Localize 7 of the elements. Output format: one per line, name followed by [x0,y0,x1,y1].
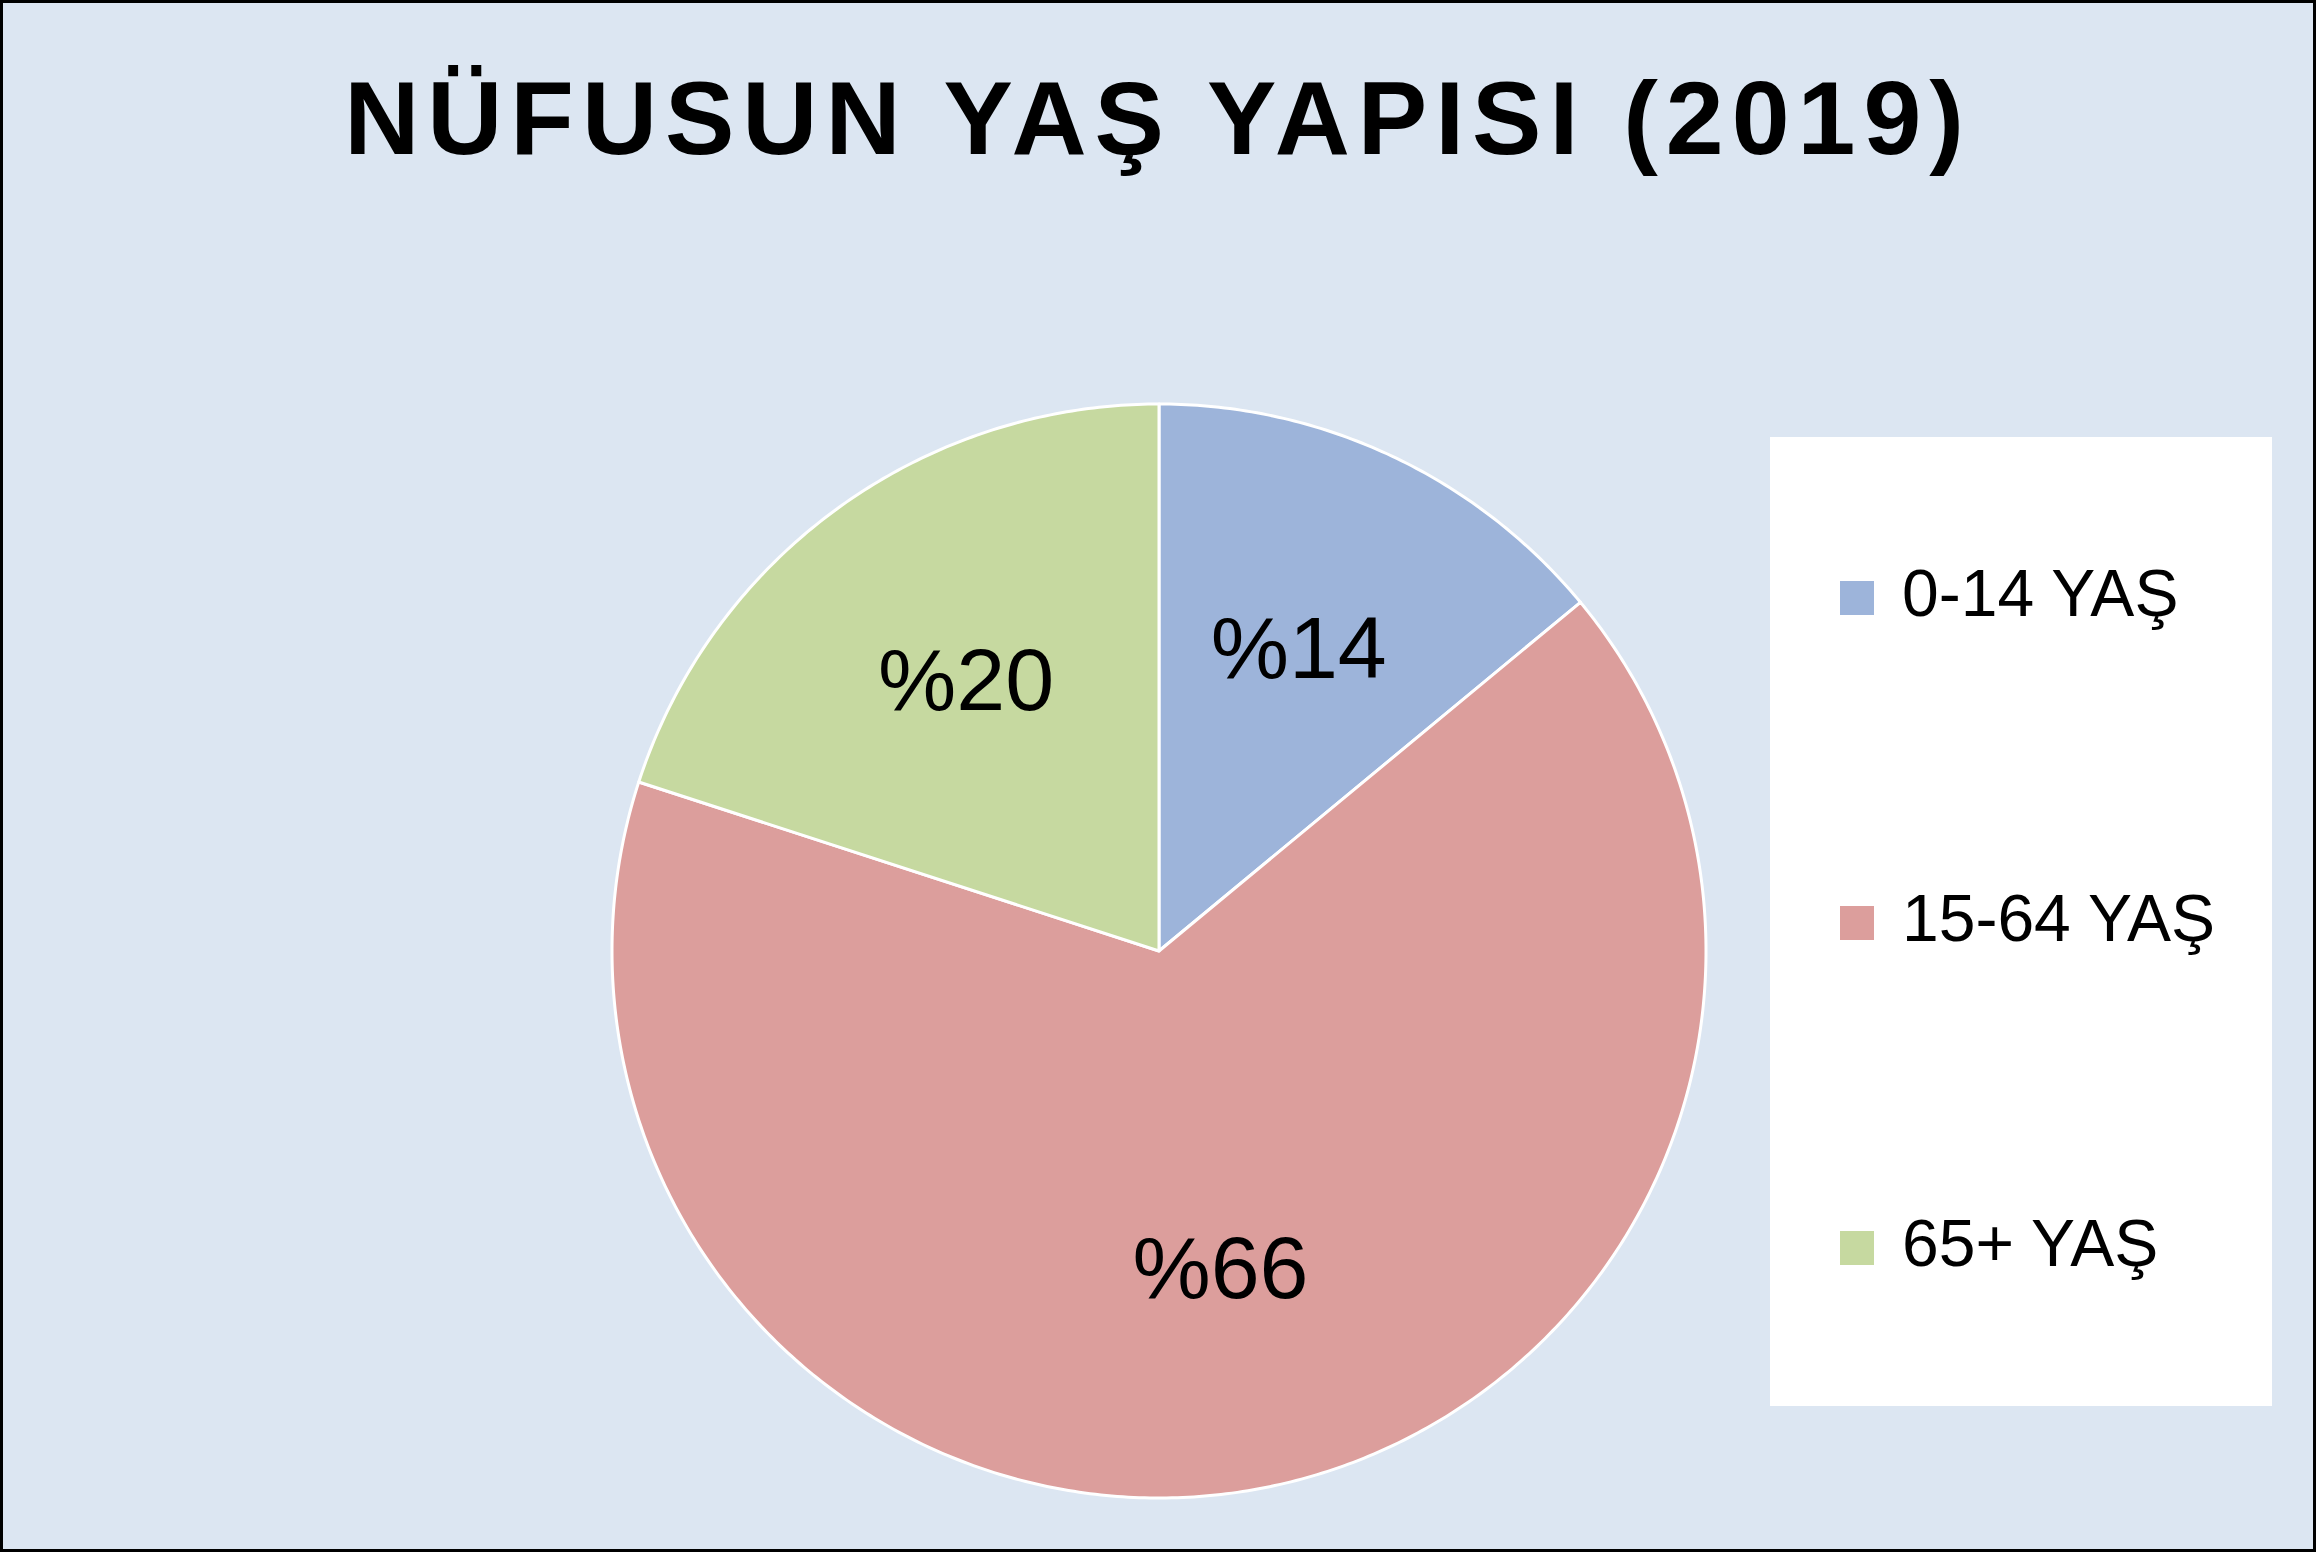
legend-label: 15-64 YAŞ [1902,881,2216,956]
chart-title: NÜFUSUN YAŞ YAPISI (2019) [343,59,1973,178]
data-label: %14 [1210,598,1387,698]
data-label: %66 [1132,1217,1309,1317]
legend-label: 0-14 YAŞ [1902,556,2179,631]
data-label: %20 [878,629,1055,729]
legend-label: 65+ YAŞ [1902,1206,2159,1281]
